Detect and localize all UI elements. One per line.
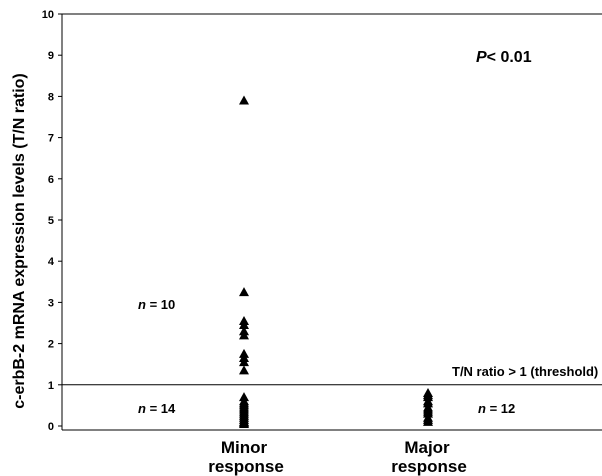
y-tick-label: 3 <box>48 297 54 309</box>
data-point-triangle <box>239 357 249 367</box>
n-minor-below-suffix: = 14 <box>146 401 176 416</box>
category-label-major-line2: response <box>391 457 467 476</box>
category-label-minor-line2: response <box>208 457 284 476</box>
p-value-prefix: P <box>476 49 487 66</box>
y-tick-label: 7 <box>48 133 54 145</box>
data-points <box>239 95 433 428</box>
p-value-annotation: P< 0.01 <box>476 49 532 66</box>
n-minor-below-prefix: n <box>138 401 146 416</box>
category-label-major-line1: Major <box>404 438 450 457</box>
n-major-below-suffix: = 12 <box>486 401 515 416</box>
data-point-triangle <box>239 95 249 105</box>
y-tick-label: 8 <box>48 91 54 103</box>
data-point-triangle <box>239 365 249 375</box>
y-axis-label: c-erbB-2 mRNA expression levels (T/N rat… <box>11 73 28 409</box>
n-minor-above-annotation: n = 10 <box>138 297 175 312</box>
y-tick-label: 6 <box>48 174 54 186</box>
p-value-suffix: < 0.01 <box>487 49 532 66</box>
y-tick-label: 9 <box>48 50 54 62</box>
threshold-label: T/N ratio > 1 (threshold) <box>452 364 598 379</box>
data-point-triangle <box>239 320 249 330</box>
data-point-triangle <box>239 330 249 340</box>
n-minor-above-suffix: = 10 <box>146 297 175 312</box>
y-tick-label: 1 <box>48 380 54 392</box>
y-ticks: 0 1 2 3 4 5 6 7 8 9 10 <box>42 9 62 433</box>
n-major-below-prefix: n <box>478 401 486 416</box>
data-point-triangle <box>423 416 433 426</box>
y-tick-label: 2 <box>48 339 54 351</box>
n-major-below-annotation: n = 12 <box>478 401 515 416</box>
category-label-minor-line1: Minor <box>221 438 268 457</box>
y-tick-label: 4 <box>48 256 55 268</box>
y-tick-label: 0 <box>48 421 54 433</box>
y-tick-label: 10 <box>42 9 54 21</box>
y-tick-label: 5 <box>48 215 54 227</box>
n-minor-below-annotation: n = 14 <box>138 401 176 416</box>
n-minor-above-prefix: n <box>138 297 146 312</box>
data-point-triangle <box>239 287 249 297</box>
data-point-triangle <box>239 418 249 428</box>
